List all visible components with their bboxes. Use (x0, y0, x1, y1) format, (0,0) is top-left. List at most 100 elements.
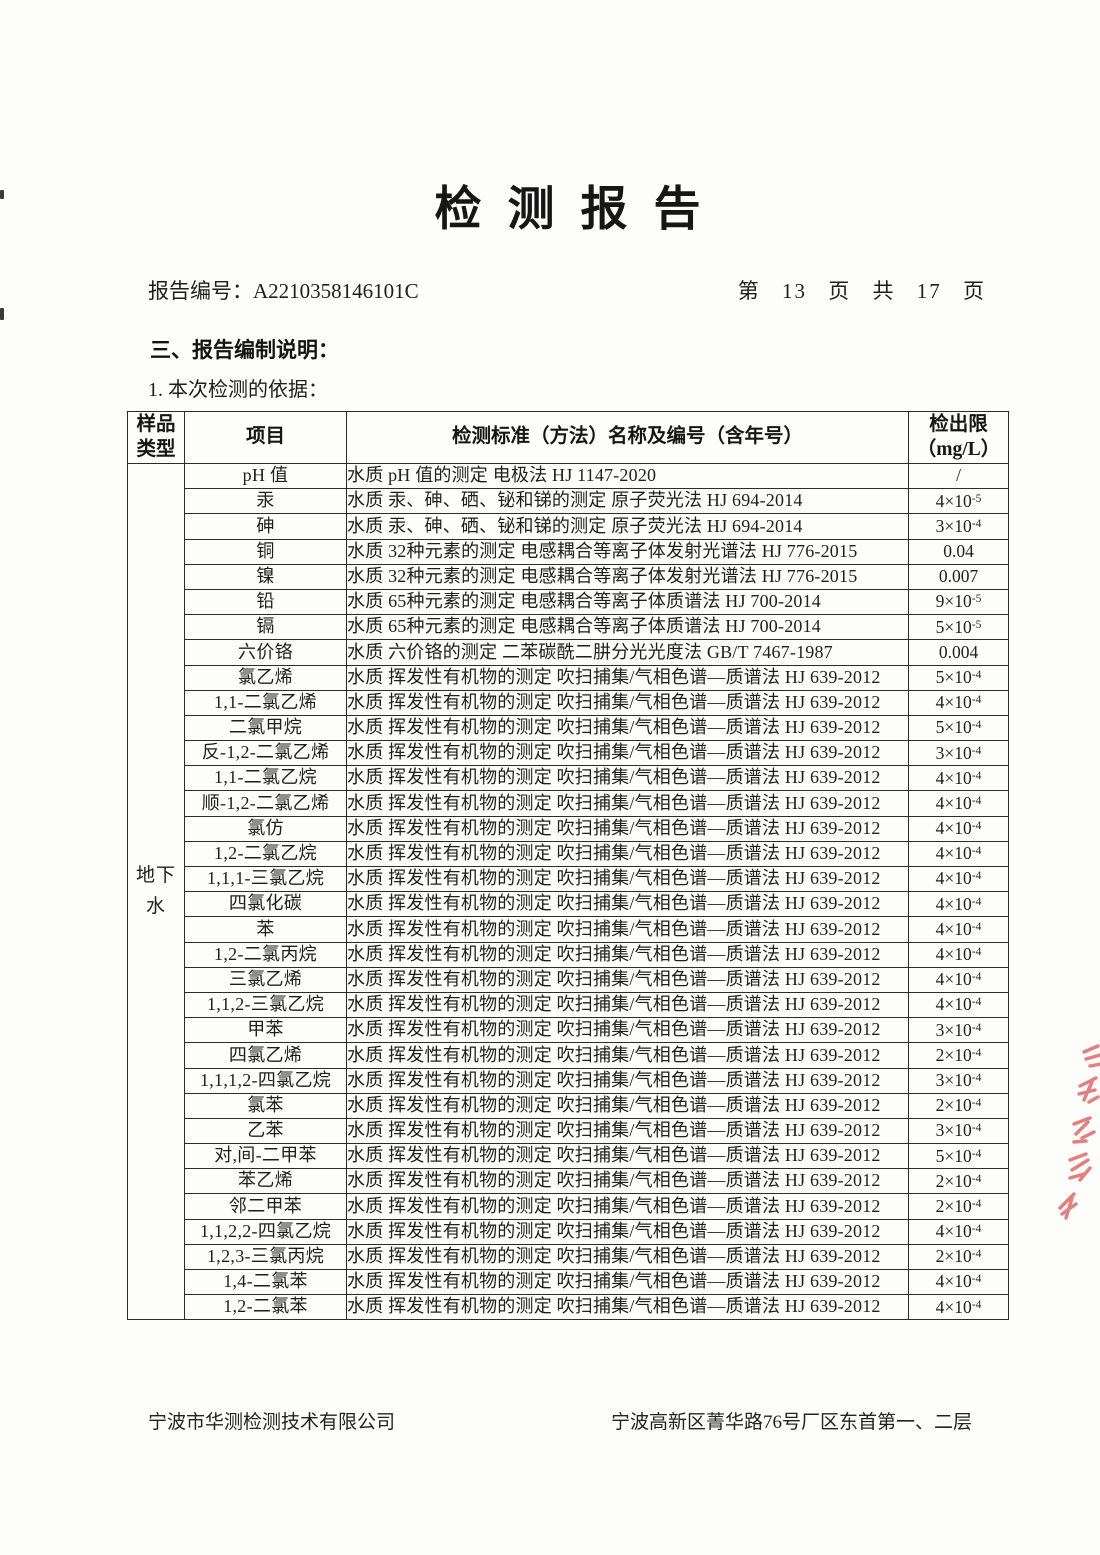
table-row: 镉 水质 65种元素的测定 电感耦合等离子体质谱法 HJ 700-2014 5×… (128, 614, 1009, 641)
standard-cell: 水质 挥发性有机物的测定 吹扫捕集/气相色谱—质谱法 HJ 639-2012 (346, 916, 909, 943)
item-cell: 1,2,3-三氯丙烷 (184, 1243, 347, 1271)
detection-limit-cell: 4×10-4 (908, 840, 1009, 868)
detection-limit-cell: 4×10-4 (908, 916, 1009, 943)
table-row: 1,1-二氯乙烷 水质 挥发性有机物的测定 吹扫捕集/气相色谱—质谱法 HJ 6… (128, 765, 1009, 792)
sample-type-cell: 地下水 (127, 462, 185, 1321)
detection-limit-cell: 4×10-4 (908, 1268, 1009, 1296)
item-cell: 四氯化碳 (184, 891, 347, 918)
standard-cell: 水质 汞、砷、硒、铋和锑的测定 原子荧光法 HJ 694-2014 (346, 488, 909, 515)
detection-limit-cell: 4×10-4 (908, 865, 1009, 893)
item-cell: 反-1,2-二氯乙烯 (184, 740, 347, 767)
standard-cell: 水质 挥发性有机物的测定 吹扫捕集/气相色谱—质谱法 HJ 639-2012 (346, 765, 909, 792)
item-cell: 镉 (184, 614, 347, 641)
standard-cell: 水质 挥发性有机物的测定 吹扫捕集/气相色谱—质谱法 HJ 639-2012 (346, 966, 909, 993)
item-cell: 铜 (184, 538, 347, 565)
item-cell: 乙苯 (184, 1117, 347, 1145)
standard-cell: 水质 挥发性有机物的测定 吹扫捕集/气相色谱—质谱法 HJ 639-2012 (346, 815, 909, 842)
table-row: 顺-1,2-二氯乙烯 水质 挥发性有机物的测定 吹扫捕集/气相色谱—质谱法 HJ… (128, 790, 1009, 817)
detection-limit-cell: 5×10-5 (908, 614, 1009, 641)
page-footer: 宁波市华测检测技术有限公司 宁波高新区菁华路76号厂区东首第一、二层 (127, 1407, 1008, 1434)
detection-limit-cell: 4×10-4 (908, 790, 1009, 817)
standard-cell: 水质 挥发性有机物的测定 吹扫捕集/气相色谱—质谱法 HJ 639-2012 (346, 941, 909, 968)
table-row: 1,1,2,2-四氯乙烷 水质 挥发性有机物的测定 吹扫捕集/气相色谱—质谱法 … (128, 1218, 1009, 1245)
table-row: 对,间-二甲苯 水质 挥发性有机物的测定 吹扫捕集/气相色谱—质谱法 HJ 63… (128, 1143, 1009, 1170)
standard-cell: 水质 挥发性有机物的测定 吹扫捕集/气相色谱—质谱法 HJ 639-2012 (346, 1067, 909, 1094)
standard-cell: 水质 挥发性有机物的测定 吹扫捕集/气相色谱—质谱法 HJ 639-2012 (346, 689, 909, 716)
table-row: 乙苯 水质 挥发性有机物的测定 吹扫捕集/气相色谱—质谱法 HJ 639-201… (128, 1117, 1009, 1145)
table-row: 氯苯 水质 挥发性有机物的测定 吹扫捕集/气相色谱—质谱法 HJ 639-201… (128, 1092, 1009, 1119)
report-number-label: 报告编号： (148, 279, 253, 303)
detection-limit-cell: 2×10-4 (908, 1042, 1009, 1069)
detection-limit-cell: 5×10-4 (908, 664, 1009, 691)
item-cell: pH 值 (184, 462, 347, 490)
item-cell: 二氯甲烷 (184, 714, 347, 742)
detection-limit-cell: 4×10-4 (908, 765, 1009, 792)
standard-cell: 水质 挥发性有机物的测定 吹扫捕集/气相色谱—质谱法 HJ 639-2012 (346, 1168, 909, 1195)
table-row: 四氯乙烯 水质 挥发性有机物的测定 吹扫捕集/气相色谱—质谱法 HJ 639-2… (128, 1042, 1009, 1069)
standard-cell: 水质 挥发性有机物的测定 吹扫捕集/气相色谱—质谱法 HJ 639-2012 (346, 790, 909, 817)
standard-cell: 水质 挥发性有机物的测定 吹扫捕集/气相色谱—质谱法 HJ 639-2012 (346, 1243, 909, 1271)
item-cell: 氯乙烯 (184, 664, 347, 691)
detection-limit-cell: 3×10-4 (908, 513, 1009, 540)
item-cell: 1,1,2-三氯乙烷 (184, 991, 347, 1019)
table-row: 1,4-二氯苯 水质 挥发性有机物的测定 吹扫捕集/气相色谱—质谱法 HJ 63… (128, 1268, 1009, 1296)
detection-limit-cell: 4×10-4 (908, 941, 1009, 968)
table-row: 1,2-二氯乙烷 水质 挥发性有机物的测定 吹扫捕集/气相色谱—质谱法 HJ 6… (128, 840, 1009, 868)
footer-company-name: 宁波市华测检测技术有限公司 (148, 1412, 396, 1434)
detection-limit-cell: 2×10-4 (908, 1092, 1009, 1119)
standard-cell: 水质 pH 值的测定 电极法 HJ 1147-2020 (346, 462, 909, 490)
table-row: 地下水 pH 值 水质 pH 值的测定 电极法 HJ 1147-2020 / (127, 462, 1009, 1321)
standards-table: 样品类型 项目 检测标准（方法）名称及编号（含年号） 检出限 （mg/L） 地下… (127, 411, 1009, 1321)
item-cell: 甲苯 (184, 1017, 347, 1044)
detection-limit-cell: 5×10-4 (908, 1143, 1009, 1170)
standard-cell: 水质 挥发性有机物的测定 吹扫捕集/气相色谱—质谱法 HJ 639-2012 (346, 1042, 909, 1069)
item-cell: 三氯乙烯 (184, 966, 347, 993)
scan-artifact (0, 190, 4, 199)
detection-limit-cell: 4×10-4 (908, 689, 1009, 716)
detection-limit-cell: 4×10-4 (908, 991, 1009, 1019)
red-seal-fragment-icon (1058, 1044, 1100, 1220)
table-row: 铅 水质 65种元素的测定 电感耦合等离子体质谱法 HJ 700-2014 9×… (128, 588, 1009, 616)
detection-limit-cell: 3×10-4 (908, 1067, 1009, 1094)
standard-cell: 水质 挥发性有机物的测定 吹扫捕集/气相色谱—质谱法 HJ 639-2012 (346, 1294, 909, 1321)
item-cell: 1,1,1,2-四氯乙烷 (184, 1067, 347, 1094)
standard-cell: 水质 挥发性有机物的测定 吹扫捕集/气相色谱—质谱法 HJ 639-2012 (346, 1218, 909, 1245)
standard-cell: 水质 挥发性有机物的测定 吹扫捕集/气相色谱—质谱法 HJ 639-2012 (346, 740, 909, 767)
detection-limit-cell: 2×10-4 (908, 1168, 1009, 1195)
table-row: 苯 水质 挥发性有机物的测定 吹扫捕集/气相色谱—质谱法 HJ 639-2012… (128, 916, 1009, 943)
table-row: 1,2,3-三氯丙烷 水质 挥发性有机物的测定 吹扫捕集/气相色谱—质谱法 HJ… (128, 1243, 1009, 1271)
standard-cell: 水质 挥发性有机物的测定 吹扫捕集/气相色谱—质谱法 HJ 639-2012 (346, 714, 909, 742)
standard-cell: 水质 32种元素的测定 电感耦合等离子体发射光谱法 HJ 776-2015 (346, 538, 909, 565)
item-cell: 1,1-二氯乙烯 (184, 689, 347, 716)
detection-limit-cell: 4×10-4 (908, 1294, 1009, 1321)
table-row: 甲苯 水质 挥发性有机物的测定 吹扫捕集/气相色谱—质谱法 HJ 639-201… (128, 1017, 1009, 1044)
item-cell: 汞 (184, 488, 347, 515)
detection-limit-cell: 0.04 (908, 538, 1009, 565)
table-row: 二氯甲烷 水质 挥发性有机物的测定 吹扫捕集/气相色谱—质谱法 HJ 639-2… (128, 714, 1009, 742)
item-cell: 对,间-二甲苯 (184, 1143, 347, 1170)
section-heading: 三、报告编制说明： (150, 338, 339, 362)
header-standard: 检测标准（方法）名称及编号（含年号） (346, 411, 909, 464)
detection-limit-cell: 3×10-4 (908, 1117, 1009, 1145)
item-cell: 1,4-二氯苯 (184, 1268, 347, 1296)
item-cell: 1,2-二氯丙烷 (184, 941, 347, 968)
table-row: 铜 水质 32种元素的测定 电感耦合等离子体发射光谱法 HJ 776-2015 … (128, 538, 1009, 565)
table-row: 1,1,1,2-四氯乙烷 水质 挥发性有机物的测定 吹扫捕集/气相色谱—质谱法 … (128, 1067, 1009, 1094)
standard-cell: 水质 六价铬的测定 二苯碳酰二肼分光光度法 GB/T 7467-1987 (346, 639, 909, 666)
standard-cell: 水质 汞、砷、硒、铋和锑的测定 原子荧光法 HJ 694-2014 (346, 513, 909, 540)
standards-table-body: 地下水 pH 值 水质 pH 值的测定 电极法 HJ 1147-2020 / 汞… (127, 462, 1009, 1321)
item-cell: 顺-1,2-二氯乙烯 (184, 790, 347, 817)
item-cell: 铅 (184, 588, 347, 616)
report-meta-row: 报告编号：A2210358146101C 第 13 页 共 17 页 (127, 275, 1008, 305)
detection-limit-cell: 4×10-4 (908, 815, 1009, 842)
table-row: 氯乙烯 水质 挥发性有机物的测定 吹扫捕集/气相色谱—质谱法 HJ 639-20… (128, 664, 1009, 691)
item-cell: 氯苯 (184, 1092, 347, 1119)
item-cell: 苯 (184, 916, 347, 943)
report-number-value: A2210358146101C (253, 279, 419, 303)
item-cell: 1,2-二氯乙烷 (184, 840, 347, 868)
detection-limit-cell: 4×10-4 (908, 891, 1009, 918)
standard-cell: 水质 65种元素的测定 电感耦合等离子体质谱法 HJ 700-2014 (346, 614, 909, 641)
page-title: 检测报告 (434, 184, 727, 236)
standard-cell: 水质 挥发性有机物的测定 吹扫捕集/气相色谱—质谱法 HJ 639-2012 (346, 1193, 909, 1220)
